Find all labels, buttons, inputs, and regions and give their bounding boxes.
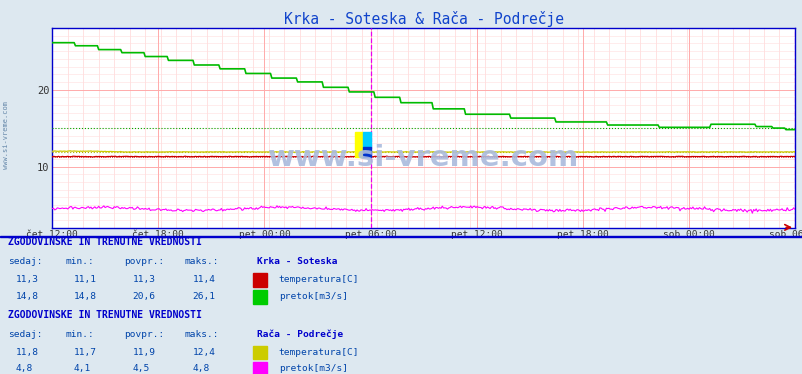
Text: 4,1: 4,1 [74,364,91,373]
Text: 11,9: 11,9 [132,347,156,356]
Text: maks.:: maks.: [184,329,219,338]
Text: 26,1: 26,1 [192,292,216,301]
Text: pretok[m3/s]: pretok[m3/s] [278,364,347,373]
Text: 20,6: 20,6 [132,292,156,301]
Text: povpr.:: povpr.: [124,257,164,266]
Text: 11,1: 11,1 [74,275,97,284]
Text: 11,3: 11,3 [16,275,39,284]
Text: sedaj:: sedaj: [8,329,43,338]
Text: min.:: min.: [66,257,95,266]
Text: 11,8: 11,8 [16,347,39,356]
Bar [363,147,370,157]
Text: www.si-vreme.com: www.si-vreme.com [268,144,578,172]
Text: povpr.:: povpr.: [124,329,164,338]
Text: 4,5: 4,5 [132,364,149,373]
Text: 4,8: 4,8 [16,364,33,373]
Text: Rača - Podrečje: Rača - Podrečje [257,329,342,338]
Text: 14,8: 14,8 [16,292,39,301]
Text: maks.:: maks.: [184,257,219,266]
Text: ZGODOVINSKE IN TRENUTNE VREDNOSTI: ZGODOVINSKE IN TRENUTNE VREDNOSTI [8,237,201,247]
Bar [363,132,370,147]
Text: Krka - Soteska: Krka - Soteska [257,257,337,266]
Title: Krka - Soteska & Rača - Podrečje: Krka - Soteska & Rača - Podrečje [283,11,563,27]
Text: www.si-vreme.com: www.si-vreme.com [3,101,9,169]
Text: sedaj:: sedaj: [8,257,43,266]
Text: 12,4: 12,4 [192,347,216,356]
Text: 14,8: 14,8 [74,292,97,301]
Bar [354,132,363,157]
Text: temperatura[C]: temperatura[C] [278,347,358,356]
Text: pretok[m3/s]: pretok[m3/s] [278,292,347,301]
Text: temperatura[C]: temperatura[C] [278,275,358,284]
Text: 4,8: 4,8 [192,364,209,373]
Text: min.:: min.: [66,329,95,338]
Text: 11,7: 11,7 [74,347,97,356]
Text: ZGODOVINSKE IN TRENUTNE VREDNOSTI: ZGODOVINSKE IN TRENUTNE VREDNOSTI [8,310,201,320]
Text: 11,3: 11,3 [132,275,156,284]
Text: 11,4: 11,4 [192,275,216,284]
